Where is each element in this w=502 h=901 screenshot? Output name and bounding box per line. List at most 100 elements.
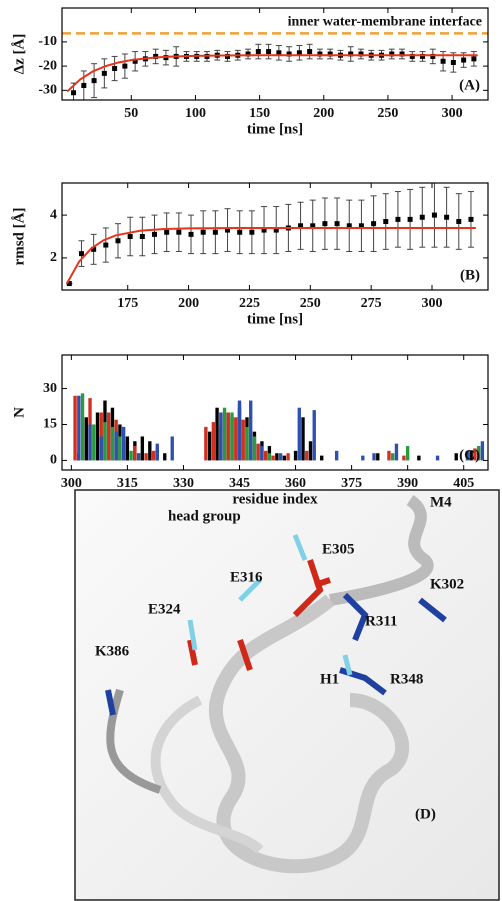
bar bbox=[454, 453, 458, 461]
point bbox=[419, 214, 425, 220]
fit-line bbox=[65, 226, 476, 285]
x-tick-label: 345 bbox=[229, 476, 250, 491]
point bbox=[164, 229, 170, 235]
point bbox=[273, 227, 279, 233]
bar bbox=[148, 441, 152, 461]
bar bbox=[118, 436, 122, 461]
bar bbox=[334, 450, 339, 461]
point bbox=[101, 70, 107, 76]
bar bbox=[391, 453, 395, 461]
bar bbox=[256, 443, 260, 461]
bar bbox=[215, 407, 219, 461]
bar bbox=[80, 393, 85, 461]
bar bbox=[207, 431, 212, 461]
bar bbox=[263, 450, 268, 461]
bar bbox=[129, 450, 133, 461]
point bbox=[115, 238, 121, 244]
bar bbox=[282, 455, 287, 461]
y-tick-label: -20 bbox=[38, 58, 57, 73]
y-axis-label: rmsd [Å] bbox=[11, 208, 27, 266]
x-tick-label: 175 bbox=[117, 296, 138, 311]
bar bbox=[301, 417, 305, 461]
panel-label: (A) bbox=[459, 77, 480, 93]
point bbox=[440, 58, 446, 64]
bar bbox=[394, 443, 399, 461]
bar bbox=[136, 453, 141, 461]
plot-frame bbox=[61, 182, 489, 291]
bar bbox=[114, 431, 118, 461]
x-tick-label: 50 bbox=[124, 106, 138, 121]
point bbox=[296, 50, 302, 56]
structure-label: E324 bbox=[148, 601, 181, 617]
structure-label: R311 bbox=[365, 613, 398, 629]
bar bbox=[73, 395, 77, 461]
bar bbox=[140, 436, 145, 461]
point bbox=[127, 234, 133, 239]
plot-area bbox=[73, 393, 485, 461]
bar bbox=[267, 453, 272, 461]
point bbox=[358, 51, 364, 57]
bar bbox=[241, 419, 245, 461]
bar bbox=[133, 446, 137, 461]
y-axis-label: Δz [Å] bbox=[11, 34, 27, 75]
bar bbox=[480, 441, 485, 461]
panel-label: (C) bbox=[459, 447, 480, 463]
point bbox=[456, 219, 462, 225]
bar bbox=[222, 407, 227, 461]
bar bbox=[293, 450, 298, 461]
bar bbox=[155, 443, 159, 461]
point bbox=[103, 242, 109, 248]
point bbox=[298, 223, 304, 229]
panel-frame bbox=[74, 489, 500, 901]
bar bbox=[84, 417, 88, 461]
x-tick-label: 390 bbox=[397, 476, 418, 491]
x-tick-label: 275 bbox=[361, 296, 382, 311]
point bbox=[122, 63, 128, 69]
point bbox=[431, 212, 437, 218]
bar bbox=[144, 453, 148, 461]
bar bbox=[297, 407, 301, 461]
bar bbox=[469, 450, 473, 461]
point bbox=[450, 59, 456, 65]
bar bbox=[110, 426, 115, 461]
y-tick-label: 0 bbox=[50, 453, 57, 468]
acidic-residues bbox=[187, 559, 331, 671]
bar bbox=[260, 446, 264, 461]
point bbox=[407, 216, 413, 222]
bar bbox=[226, 412, 230, 461]
point bbox=[286, 51, 292, 57]
bar bbox=[271, 455, 275, 461]
bar bbox=[435, 455, 440, 461]
point bbox=[334, 221, 340, 227]
point bbox=[327, 51, 333, 57]
structure-label: (D) bbox=[415, 806, 436, 822]
point bbox=[245, 51, 251, 57]
bar bbox=[204, 426, 208, 461]
point bbox=[261, 227, 267, 233]
bar bbox=[99, 436, 103, 461]
structure-label: R348 bbox=[390, 671, 423, 687]
structure-panel bbox=[74, 489, 500, 901]
point bbox=[91, 246, 97, 252]
point bbox=[430, 53, 436, 59]
point bbox=[249, 229, 255, 235]
y-tick-label: 15 bbox=[43, 417, 57, 432]
y-axis-label: N bbox=[11, 407, 27, 418]
bar bbox=[88, 424, 92, 461]
point bbox=[399, 51, 405, 57]
point bbox=[255, 49, 261, 55]
bar bbox=[308, 441, 313, 461]
bar bbox=[245, 426, 249, 461]
y-tick-label: 4 bbox=[50, 207, 57, 222]
bar bbox=[405, 446, 410, 461]
annotation: inner water-membrane interface bbox=[288, 15, 482, 30]
bar bbox=[278, 453, 283, 461]
x-tick-label: 300 bbox=[422, 296, 443, 311]
panel-label: (B) bbox=[460, 267, 480, 283]
point bbox=[78, 251, 84, 257]
bar bbox=[361, 455, 365, 461]
point bbox=[468, 216, 474, 222]
point bbox=[212, 229, 218, 235]
bar bbox=[376, 453, 380, 461]
